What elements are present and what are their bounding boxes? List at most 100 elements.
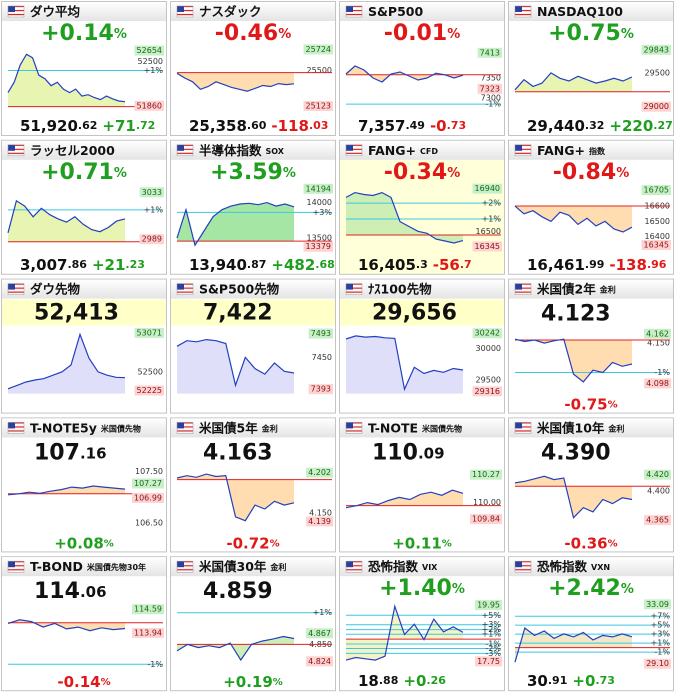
price-part: .86 <box>67 258 87 271</box>
change-percent-part: % <box>270 538 280 549</box>
price: 4.163 <box>203 440 273 465</box>
flag-border <box>176 560 194 573</box>
tile-header <box>2 140 166 160</box>
flag-stripe <box>515 430 531 432</box>
price-part: .91 <box>548 674 568 687</box>
change-part: -138 <box>609 255 647 273</box>
tile-bg <box>170 139 336 275</box>
price-line <box>514 205 633 233</box>
high-label: 7493 <box>311 329 331 338</box>
axis-label: +1% <box>482 630 502 639</box>
flag-stripe <box>8 422 24 424</box>
change-percent-part: -0.84 <box>553 160 616 185</box>
flag-stripe <box>346 14 362 16</box>
flag-stripe <box>515 428 531 430</box>
flag-stripe <box>177 144 193 146</box>
tile-title: 米国債5年 金利 <box>198 420 278 435</box>
title-tag: 米国債先物 <box>421 423 462 433</box>
tile-title: 米国債30年 金利 <box>198 559 286 574</box>
price-part: 4.390 <box>541 440 611 465</box>
price-part: .88 <box>379 674 399 687</box>
low-label: 52225 <box>137 386 162 395</box>
tile-header <box>509 279 673 299</box>
flag-stripe <box>346 571 362 573</box>
change-value: -0.73 <box>430 117 466 135</box>
tile: T-NOTE5y 米国債先物 107.50 106.50 107.27 106.99 107… <box>1 417 167 553</box>
tile-header <box>171 2 335 21</box>
flag-stripe <box>346 150 362 152</box>
tile-header <box>171 279 335 299</box>
title-tag: SOX <box>266 146 285 155</box>
low-label: 4.365 <box>646 516 669 525</box>
flag-border <box>514 144 532 157</box>
price-line <box>7 485 126 496</box>
change-percent-part: % <box>452 582 465 597</box>
title-tag: CFD <box>420 146 438 155</box>
flag-canton <box>515 422 522 429</box>
title-tag: 金利 <box>261 423 278 433</box>
low-label-bg <box>132 492 164 503</box>
price-part: .09 <box>418 444 445 462</box>
axis-label: 16500 <box>645 217 670 226</box>
flag-stripe <box>8 291 24 293</box>
change-percent-part: -0.72 <box>226 534 269 552</box>
low-label: 7393 <box>311 385 331 394</box>
flag-stripe <box>177 428 193 430</box>
flag-stripe <box>346 569 362 571</box>
axis-label: +2% <box>482 625 502 634</box>
price-part: .16 <box>80 444 107 462</box>
axis-label: 16500 <box>476 227 501 236</box>
change-percent: -0.14% <box>57 673 110 691</box>
flag-icon <box>514 560 532 573</box>
flag-stripe <box>8 146 24 148</box>
axis-label: 4.150 <box>309 508 332 517</box>
price-line <box>514 475 633 519</box>
tile-title: ダウ先物 <box>30 281 81 296</box>
low-label: 113.94 <box>134 628 162 637</box>
flag-icon <box>514 422 532 434</box>
flag-icon <box>514 283 532 295</box>
change-percent-part: % <box>114 165 127 180</box>
low-label: 2989 <box>142 235 162 244</box>
flag-stripe <box>515 289 531 291</box>
flag-border <box>345 560 363 573</box>
change-percent-part: % <box>447 165 460 180</box>
tile-header <box>509 2 673 21</box>
flag-canton <box>515 561 522 568</box>
flag-stripe <box>515 8 531 10</box>
change-percent-part: % <box>447 27 460 42</box>
change-part: -0 <box>430 117 447 135</box>
change-percent-part: % <box>442 538 452 549</box>
flag-stripe <box>346 148 362 150</box>
title-tag: 指数 <box>589 145 606 155</box>
price: 13,940.87 +482.68 <box>189 255 335 273</box>
flag-canton <box>346 283 353 290</box>
axis-label: +3% <box>313 208 333 217</box>
flag-stripe <box>515 563 531 565</box>
flag-stripe <box>515 283 531 285</box>
tile: ナスダック 25500 25724 25123 -0.46% 25,358.60 -118.… <box>170 1 336 136</box>
low-label-bg <box>303 241 333 252</box>
high-label-bg <box>644 599 671 610</box>
flag-stripe <box>177 146 193 148</box>
low-label: 16345 <box>644 240 669 249</box>
low-label-bg <box>644 378 671 389</box>
tile-header <box>2 418 166 438</box>
flag-stripe <box>515 144 531 146</box>
tile-bg <box>170 1 336 136</box>
axis-label: -1% <box>147 660 163 669</box>
flag-stripe <box>8 287 24 289</box>
price-line <box>514 626 633 663</box>
flag-stripe <box>346 12 362 14</box>
flag-stripe <box>346 8 362 10</box>
low-label-bg <box>472 386 502 397</box>
change-percent-part: % <box>608 538 618 549</box>
flag-stripe <box>177 561 193 563</box>
price-part: .3 <box>416 258 428 271</box>
flag-stripe <box>346 285 362 287</box>
axis-label: +1% <box>144 205 164 214</box>
price-area <box>8 200 125 242</box>
title-text: ダウ平均 <box>30 4 80 19</box>
flag-stripe <box>346 424 362 426</box>
